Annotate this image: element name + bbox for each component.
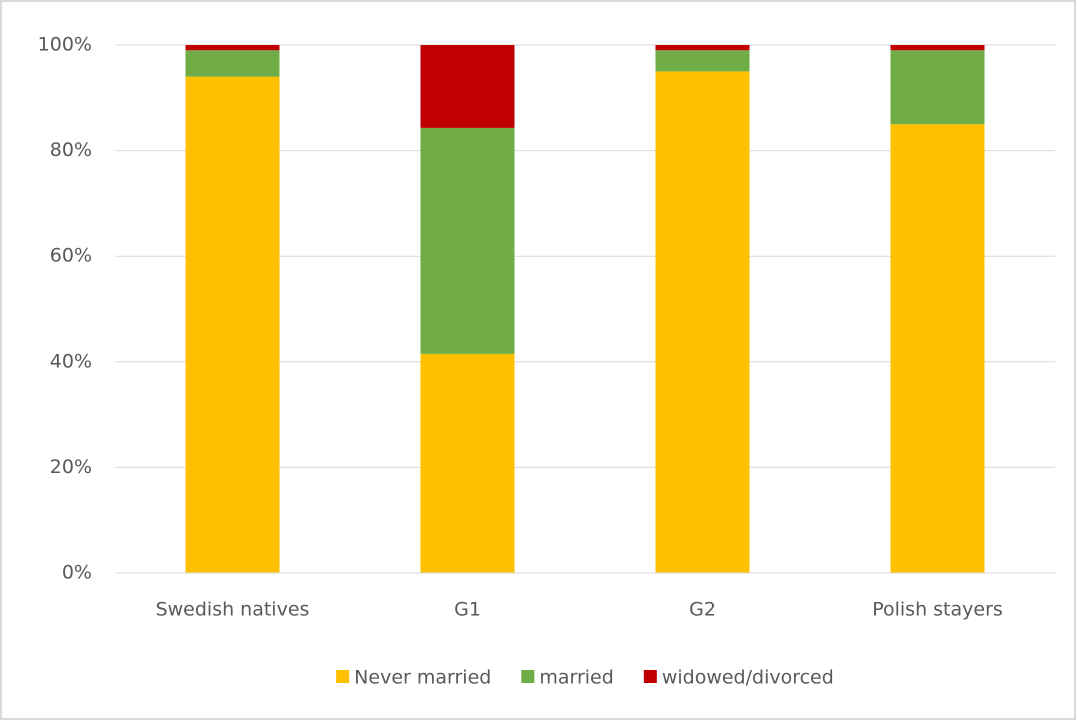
legend-label: widowed/divorced [662,667,834,689]
legend-swatch [521,670,535,683]
legend-swatch [643,670,657,683]
bar-segment [890,50,985,125]
legend-swatch [336,670,350,683]
bar-segment [420,353,515,573]
legend-label: married [539,667,613,689]
bar-segment [420,45,515,128]
y-tick-label: 20% [50,456,92,478]
y-tick-label: 60% [50,245,92,267]
bar-segment [890,45,985,51]
y-tick-label: 0% [62,562,92,584]
bar-segment [420,127,515,354]
bar-segment [185,50,280,77]
y-tick-label: 100% [38,34,92,56]
bar-segment [655,50,750,72]
bar-segment [890,124,985,573]
x-tick-label: G2 [689,599,716,621]
bar-segment [655,45,750,51]
legend-label: Never married [354,667,491,689]
x-tick-label: Swedish natives [156,599,310,621]
x-tick-label: G1 [454,599,481,621]
y-tick-label: 80% [50,139,92,161]
y-tick-label: 40% [50,350,92,372]
bar-segment [185,45,280,51]
bar-segment [185,76,280,574]
x-tick-label: Polish stayers [872,599,1003,621]
bar-segment [655,71,750,574]
